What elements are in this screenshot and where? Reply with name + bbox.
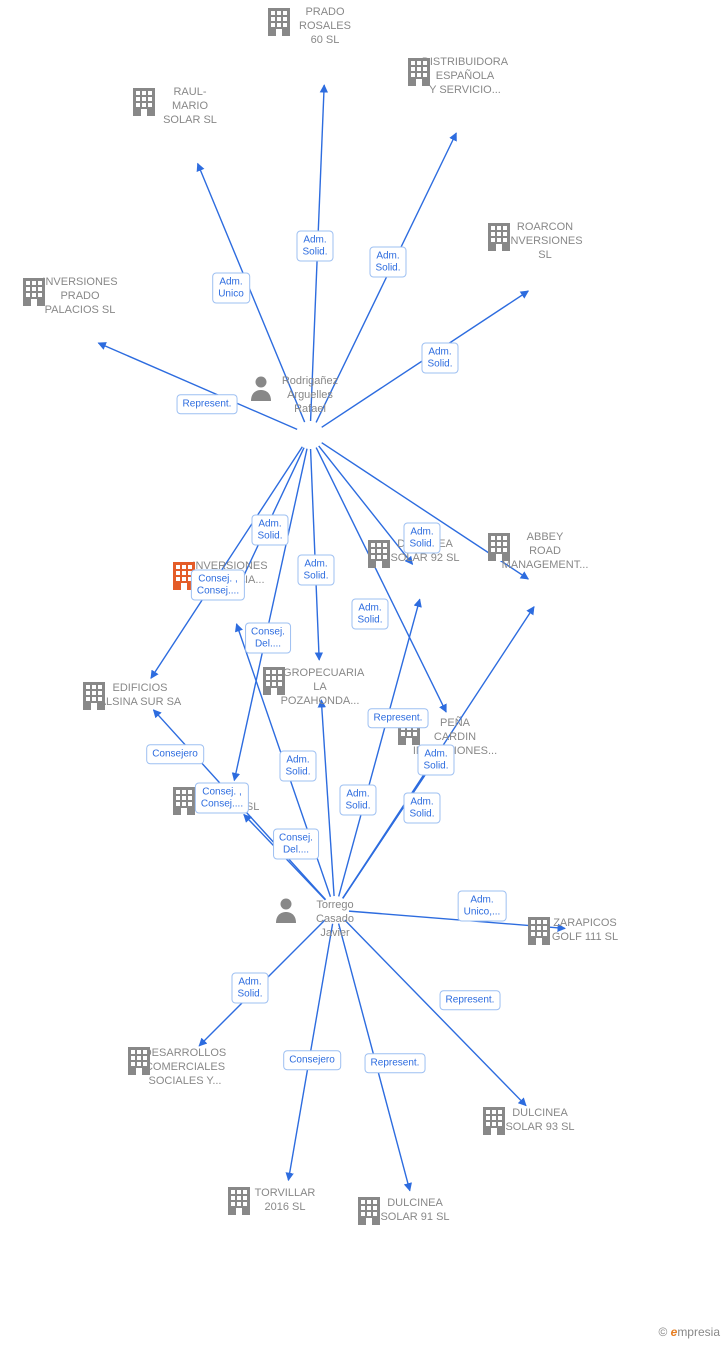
edge-label: Consej.Del.... bbox=[245, 623, 291, 654]
company-node[interactable]: ZARAPICOSGOLF 111 SL bbox=[525, 915, 645, 945]
edge-label: Adm.Solid. bbox=[296, 231, 333, 262]
edge-label: Represent. bbox=[440, 990, 501, 1010]
edge-label: Adm.Solid. bbox=[421, 343, 458, 374]
edge-label: Adm.Solid. bbox=[403, 793, 440, 824]
company-node[interactable]: RAUL-MARIOSOLAR SL bbox=[130, 86, 250, 129]
company-node[interactable]: TORVILLAR2016 SL bbox=[225, 1185, 345, 1215]
copyright: © empresia bbox=[658, 1325, 720, 1339]
edge-label: Represent. bbox=[368, 708, 429, 728]
edge-label: Consej. ,Consej.... bbox=[191, 570, 245, 601]
company-node[interactable]: INVERSIONESPRADOPALACIOS SL bbox=[20, 276, 140, 319]
company-node[interactable]: DULCINEASOLAR 91 SL bbox=[355, 1195, 475, 1225]
edge-label: Adm.Solid. bbox=[339, 785, 376, 816]
edge-label: Adm.Unico bbox=[212, 273, 250, 304]
edge-label: Adm.Solid. bbox=[231, 973, 268, 1004]
edge-label: Consej.Del.... bbox=[273, 829, 319, 860]
edge-label: Consej. ,Consej.... bbox=[195, 783, 249, 814]
company-node[interactable]: DULCINEASOLAR 93 SL bbox=[480, 1105, 600, 1135]
edge-label: Adm.Solid. bbox=[351, 599, 388, 630]
edge-label: Adm.Solid. bbox=[403, 523, 440, 554]
edge-label: Represent. bbox=[177, 394, 238, 414]
company-node[interactable]: AGROPECUARIALAPOZAHONDA... bbox=[260, 665, 380, 708]
person-node[interactable]: TorregoCasadoJavier bbox=[275, 897, 395, 940]
company-node[interactable]: PRADOROSALES60 SL bbox=[265, 6, 385, 49]
company-node[interactable]: EDIFICIOSALSINA SUR SA bbox=[80, 680, 200, 710]
company-node[interactable]: DESARROLLOSCOMERCIALESSOCIALES Y... bbox=[125, 1045, 245, 1088]
edge-label: Adm.Solid. bbox=[251, 515, 288, 546]
edge-label: Adm.Solid. bbox=[369, 247, 406, 278]
edge-label: Represent. bbox=[365, 1053, 426, 1073]
person-node[interactable]: RodrigañezArguellesRafael bbox=[250, 375, 370, 418]
edge-label: Adm.Unico,... bbox=[458, 891, 507, 922]
edge-label: Adm.Solid. bbox=[297, 555, 334, 586]
company-node[interactable]: ROARCONINVERSIONESSL bbox=[485, 221, 605, 264]
edge-label: Adm.Solid. bbox=[279, 751, 316, 782]
edge-label: Consejero bbox=[146, 744, 204, 764]
edge-label: Adm.Solid. bbox=[417, 745, 454, 776]
edge bbox=[345, 920, 526, 1106]
edge bbox=[321, 700, 334, 896]
company-node[interactable]: ABBEYROADMANAGEMENT... bbox=[485, 531, 605, 574]
edge-label: Consejero bbox=[283, 1050, 341, 1070]
company-node[interactable]: DISTRIBUIDORAESPAÑOLAY SERVICIO... bbox=[405, 56, 525, 99]
edge bbox=[234, 449, 307, 781]
